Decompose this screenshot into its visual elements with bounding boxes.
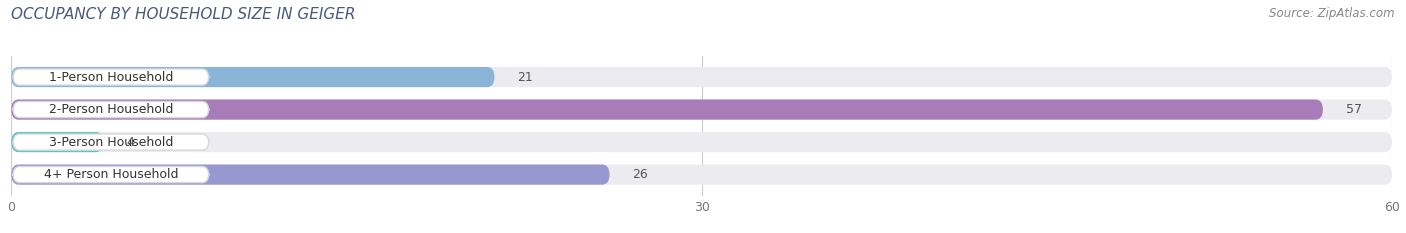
FancyBboxPatch shape xyxy=(11,99,1323,120)
FancyBboxPatch shape xyxy=(13,134,208,150)
FancyBboxPatch shape xyxy=(11,67,1392,87)
FancyBboxPatch shape xyxy=(11,99,1392,120)
Text: 4: 4 xyxy=(127,136,134,149)
Text: OCCUPANCY BY HOUSEHOLD SIZE IN GEIGER: OCCUPANCY BY HOUSEHOLD SIZE IN GEIGER xyxy=(11,7,356,22)
Text: 2-Person Household: 2-Person Household xyxy=(49,103,173,116)
FancyBboxPatch shape xyxy=(13,167,208,183)
Text: Source: ZipAtlas.com: Source: ZipAtlas.com xyxy=(1270,7,1395,20)
Text: 26: 26 xyxy=(633,168,648,181)
Text: 57: 57 xyxy=(1346,103,1362,116)
Text: 1-Person Household: 1-Person Household xyxy=(49,71,173,84)
FancyBboxPatch shape xyxy=(11,132,103,152)
FancyBboxPatch shape xyxy=(13,102,208,118)
FancyBboxPatch shape xyxy=(11,164,610,185)
FancyBboxPatch shape xyxy=(11,164,1392,185)
Text: 4+ Person Household: 4+ Person Household xyxy=(44,168,179,181)
Text: 21: 21 xyxy=(517,71,533,84)
FancyBboxPatch shape xyxy=(13,69,208,85)
FancyBboxPatch shape xyxy=(11,67,495,87)
FancyBboxPatch shape xyxy=(11,132,1392,152)
Text: 3-Person Household: 3-Person Household xyxy=(49,136,173,149)
